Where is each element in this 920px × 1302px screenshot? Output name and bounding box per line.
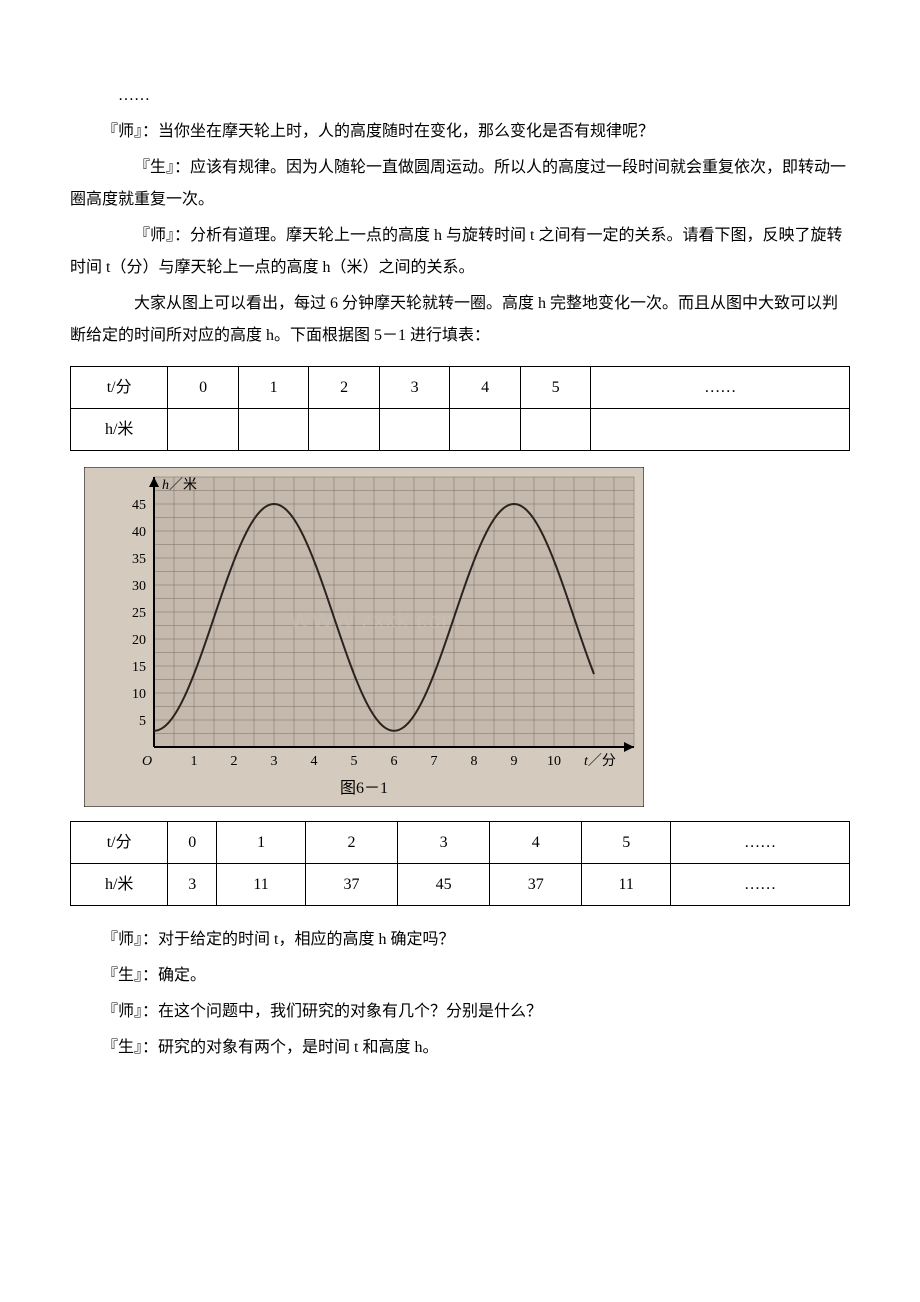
- cell: 2: [309, 367, 380, 409]
- student-line-3: 『生』：研究的对象有两个，是时间 t 和高度 h。: [70, 1032, 850, 1064]
- svg-text:30: 30: [132, 579, 146, 594]
- cell: 3: [168, 864, 217, 906]
- svg-text:t／分: t／分: [584, 753, 616, 769]
- narration-line: 大家从图上可以看出，每过 6 分钟摩天轮就转一圈。高度 h 完整地变化一次。而且…: [70, 288, 850, 352]
- student-line-2: 『生』：确定。: [70, 960, 850, 992]
- svg-text:h／米: h／米: [162, 477, 197, 493]
- svg-text:25: 25: [132, 606, 146, 621]
- svg-text:WWW.zxxk.com: WWW.zxxk.com: [290, 608, 461, 633]
- svg-text:2: 2: [231, 754, 238, 769]
- cell: ……: [591, 367, 850, 409]
- svg-text:1: 1: [191, 754, 198, 769]
- cell: ……: [671, 822, 850, 864]
- row-header-t: t/分: [71, 822, 168, 864]
- cell: [450, 409, 521, 451]
- blank-table: t/分 0 1 2 3 4 5 …… h/米: [70, 366, 850, 451]
- cell: 11: [582, 864, 671, 906]
- svg-text:45: 45: [132, 498, 146, 513]
- svg-text:6: 6: [391, 754, 398, 769]
- cell: [379, 409, 450, 451]
- ferris-wheel-chart: WWW.zxxk.com5101520253035404512345678910…: [84, 467, 850, 807]
- cell: 5: [520, 367, 591, 409]
- cell: [168, 409, 239, 451]
- svg-text:5: 5: [351, 754, 358, 769]
- cell: 37: [306, 864, 398, 906]
- cell: 0: [168, 367, 239, 409]
- teacher-line-3: 『师』：对于给定的时间 t，相应的高度 h 确定吗？: [70, 924, 850, 956]
- cell: [520, 409, 591, 451]
- svg-text:9: 9: [511, 754, 518, 769]
- cell: [238, 409, 309, 451]
- svg-text:7: 7: [431, 754, 438, 769]
- cell: 4: [490, 822, 582, 864]
- student-line-1: 『生』：应该有规律。因为人随轮一直做圆周运动。所以人的高度过一段时间就会重复依次…: [70, 152, 850, 216]
- svg-text:O: O: [142, 754, 152, 769]
- cell: [591, 409, 850, 451]
- cell: 2: [306, 822, 398, 864]
- cell: 0: [168, 822, 217, 864]
- table-row: h/米 3 11 37 45 37 11 ……: [71, 864, 850, 906]
- row-header-h: h/米: [71, 864, 168, 906]
- cell: 5: [582, 822, 671, 864]
- svg-text:5: 5: [139, 714, 146, 729]
- svg-text:图6－1: 图6－1: [340, 780, 388, 797]
- cell: [309, 409, 380, 451]
- table-row: t/分 0 1 2 3 4 5 ……: [71, 822, 850, 864]
- chart-svg: WWW.zxxk.com5101520253035404512345678910…: [84, 467, 644, 807]
- svg-text:35: 35: [132, 552, 146, 567]
- cell: 37: [490, 864, 582, 906]
- svg-text:10: 10: [547, 754, 561, 769]
- svg-text:20: 20: [132, 633, 146, 648]
- cell: 1: [217, 822, 306, 864]
- cell: ……: [671, 864, 850, 906]
- table-row: h/米: [71, 409, 850, 451]
- cell: 11: [217, 864, 306, 906]
- teacher-line-2: 『师』：分析有道理。摩天轮上一点的高度 h 与旋转时间 t 之间有一定的关系。请…: [70, 220, 850, 284]
- row-header-t: t/分: [71, 367, 168, 409]
- svg-text:10: 10: [132, 687, 146, 702]
- filled-table: t/分 0 1 2 3 4 5 …… h/米 3 11 37 45 37 11 …: [70, 821, 850, 906]
- svg-text:8: 8: [471, 754, 478, 769]
- svg-text:40: 40: [132, 525, 146, 540]
- cell: 45: [398, 864, 490, 906]
- svg-text:3: 3: [271, 754, 278, 769]
- table-row: t/分 0 1 2 3 4 5 ……: [71, 367, 850, 409]
- cell: 1: [238, 367, 309, 409]
- cell: 3: [379, 367, 450, 409]
- svg-text:4: 4: [311, 754, 318, 769]
- cell: 4: [450, 367, 521, 409]
- ellipsis-text: ……: [118, 80, 850, 112]
- teacher-line-1: 『师』：当你坐在摩天轮上时，人的高度随时在变化，那么变化是否有规律呢？: [70, 116, 850, 148]
- svg-text:15: 15: [132, 660, 146, 675]
- teacher-line-4: 『师』：在这个问题中，我们研究的对象有几个？分别是什么？: [70, 996, 850, 1028]
- row-header-h: h/米: [71, 409, 168, 451]
- cell: 3: [398, 822, 490, 864]
